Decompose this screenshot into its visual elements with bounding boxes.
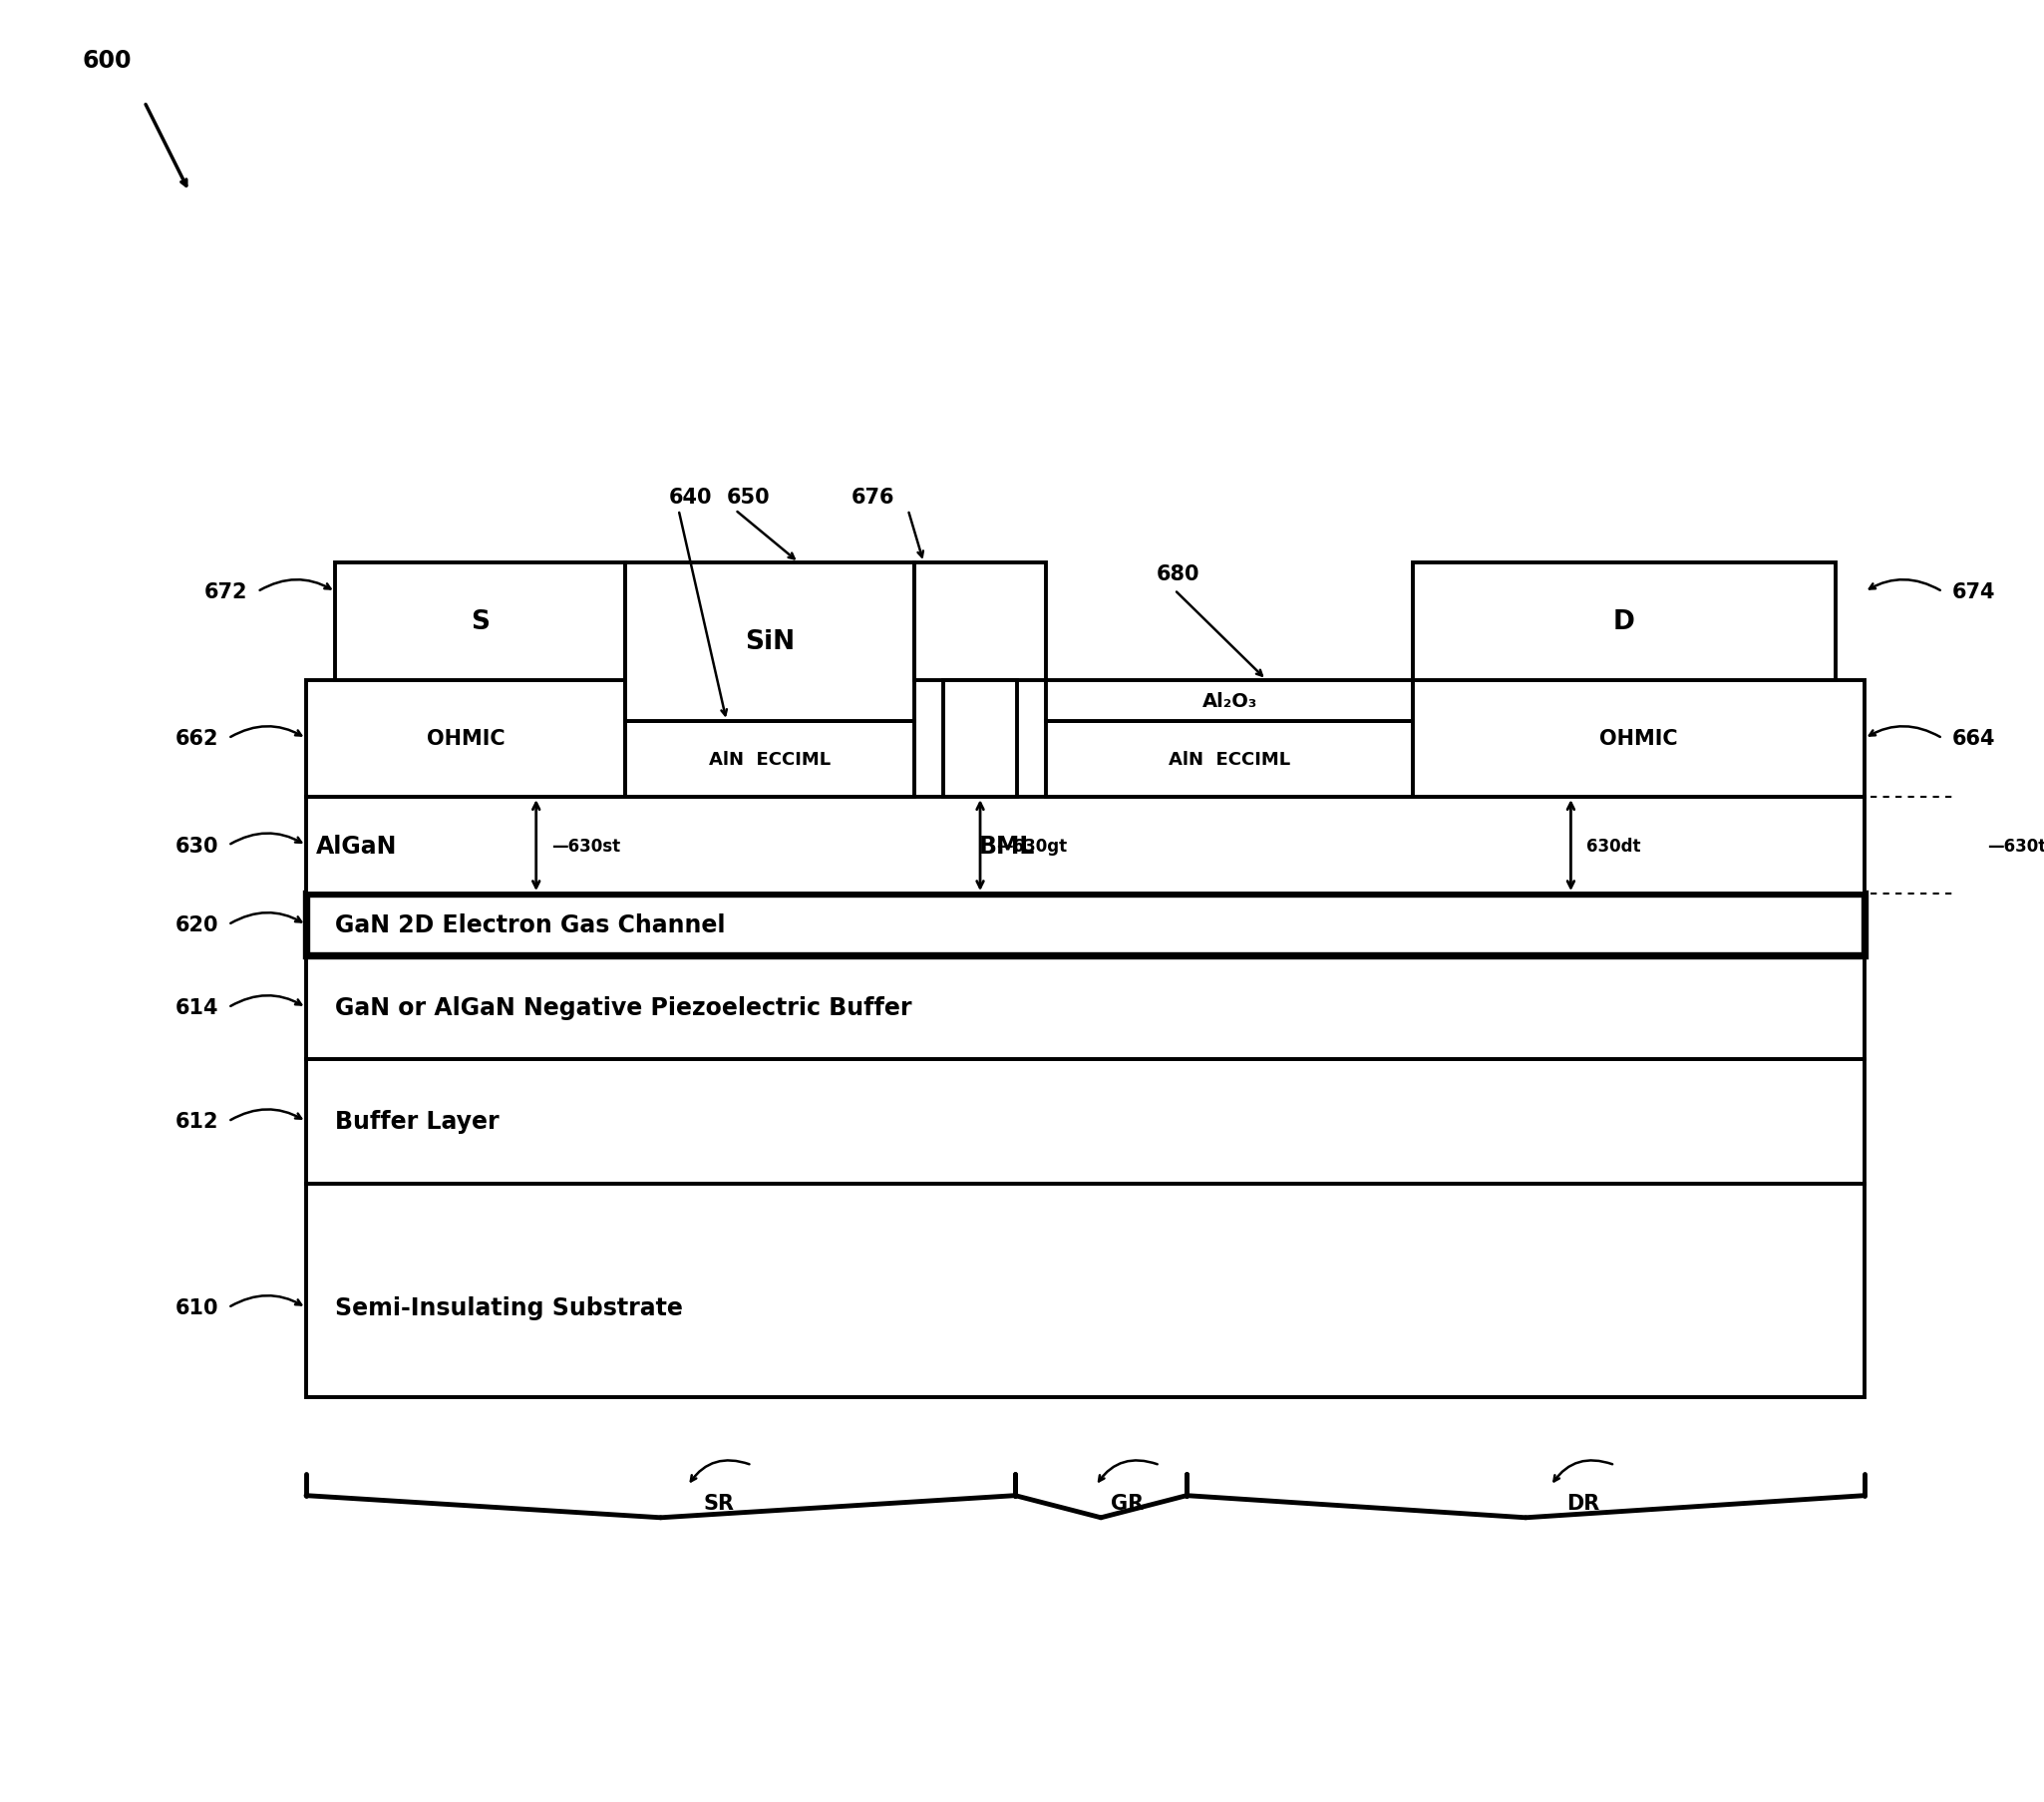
Text: GaN 2D Electron Gas Channel: GaN 2D Electron Gas Channel bbox=[335, 914, 726, 937]
Text: OHMIC: OHMIC bbox=[1598, 730, 1678, 750]
Bar bbox=[307, 894, 1864, 957]
Bar bbox=[1047, 679, 1412, 721]
Bar bbox=[942, 679, 1018, 798]
Text: DR: DR bbox=[1566, 1492, 1600, 1514]
Text: 600: 600 bbox=[82, 49, 131, 72]
Text: 640: 640 bbox=[668, 488, 711, 508]
Text: OHMIC: OHMIC bbox=[427, 730, 505, 750]
Bar bbox=[307, 679, 625, 798]
Text: AlN  ECCIML: AlN ECCIML bbox=[1169, 750, 1290, 768]
Text: G: G bbox=[969, 609, 991, 634]
Bar bbox=[914, 562, 1047, 679]
Text: 650: 650 bbox=[726, 488, 771, 508]
Text: SR: SR bbox=[703, 1492, 734, 1514]
Text: 664: 664 bbox=[1952, 730, 1995, 750]
Text: Buffer Layer: Buffer Layer bbox=[335, 1110, 499, 1133]
Text: 610: 610 bbox=[176, 1297, 219, 1317]
Text: Al₂O₃: Al₂O₃ bbox=[1202, 692, 1257, 710]
Bar bbox=[307, 1060, 1864, 1184]
Text: AlN  ECCIML: AlN ECCIML bbox=[709, 750, 830, 768]
Text: —630st: —630st bbox=[552, 836, 621, 854]
Text: —630gt: —630gt bbox=[995, 836, 1067, 854]
Text: 612: 612 bbox=[176, 1112, 219, 1132]
Text: 676: 676 bbox=[850, 488, 895, 508]
Bar bbox=[307, 1184, 1864, 1398]
Text: 674: 674 bbox=[1952, 582, 1995, 602]
Text: 630dt: 630dt bbox=[1586, 836, 1641, 854]
Text: AlGaN: AlGaN bbox=[317, 834, 397, 858]
Text: SiN: SiN bbox=[744, 629, 795, 656]
Bar bbox=[307, 957, 1864, 1060]
Text: GR: GR bbox=[1112, 1492, 1145, 1514]
Text: D: D bbox=[1613, 609, 1635, 634]
Bar bbox=[307, 798, 1864, 894]
Text: GaN or AlGaN Negative Piezoelectric Buffer: GaN or AlGaN Negative Piezoelectric Buff… bbox=[335, 997, 912, 1020]
Text: S: S bbox=[470, 609, 491, 634]
Bar bbox=[1412, 562, 1836, 679]
Text: 630: 630 bbox=[176, 836, 219, 856]
Bar bbox=[625, 721, 914, 798]
Text: 620: 620 bbox=[176, 915, 219, 935]
Text: 662: 662 bbox=[176, 730, 219, 750]
Text: 614: 614 bbox=[176, 998, 219, 1018]
Text: 672: 672 bbox=[204, 582, 247, 602]
Text: 680: 680 bbox=[1157, 564, 1200, 584]
Bar bbox=[625, 562, 914, 721]
Text: —630t: —630t bbox=[1987, 836, 2044, 854]
Text: Semi-Insulating Substrate: Semi-Insulating Substrate bbox=[335, 1296, 683, 1319]
Bar bbox=[1412, 679, 1864, 798]
Text: BML: BML bbox=[979, 834, 1036, 858]
Bar bbox=[1047, 721, 1412, 798]
Bar bbox=[335, 562, 625, 679]
